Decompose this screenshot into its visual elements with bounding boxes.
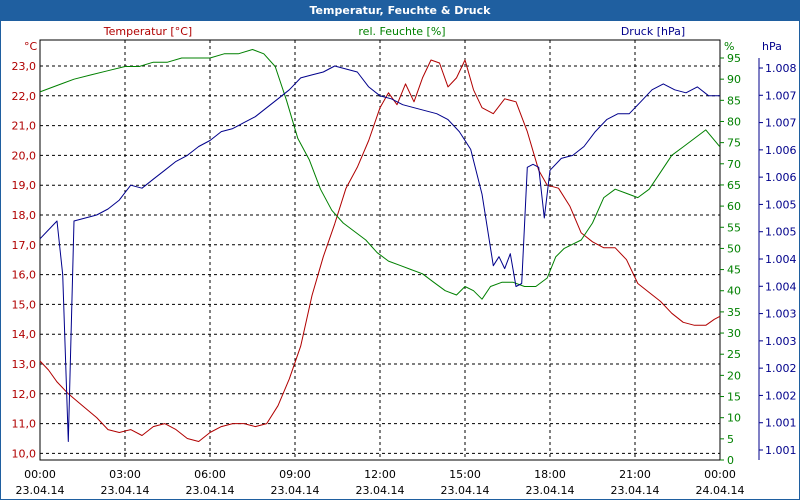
y-tick-humidity: 55 [727,221,741,234]
y-tick-humidity: 80 [727,115,741,128]
pressure-axis-label: Druck [hPa] [621,25,685,38]
y-tick-pressure: 1.006 [765,171,797,184]
humidity-axis-label: rel. Feuchte [%] [358,25,445,38]
x-tick-date: 23.04.14 [526,484,575,497]
y-tick-temperature: 10,0 [12,447,37,460]
y-tick-humidity: 30 [727,327,741,340]
axes [720,57,763,461]
y-tick-humidity: 0 [727,454,734,467]
y-tick-pressure: 1.001 [765,417,797,430]
y-tick-pressure: 1.003 [765,308,797,321]
labels: 00:00 23.04.14 03:00 23.04.14 06:00 23.04.14 0… [12,25,797,497]
x-tick-time: 06:00 [194,468,226,481]
y-tick-humidity: 10 [727,412,741,425]
y-tick-pressure: 1.005 [765,198,797,211]
x-tick-date: 24.04.14 [696,484,745,497]
y-tick-temperature: 11,0 [12,418,37,431]
x-tick-date: 23.04.14 [271,484,320,497]
y-tick-pressure: 1.004 [765,253,797,266]
y-tick-temperature: 15,0 [12,298,37,311]
x-tick-date: 23.04.14 [101,484,150,497]
x-tick-date: 23.04.14 [16,484,65,497]
y-tick-humidity: 50 [727,242,741,255]
temperature-axis-label: Temperatur [°C] [103,25,192,38]
y-tick-temperature: 21,0 [12,120,37,133]
y-tick-temperature: 23,0 [12,60,37,73]
x-tick-time: 12:00 [364,468,396,481]
y-tick-humidity: 45 [727,264,741,277]
y-tick-humidity: 25 [727,348,741,361]
y-tick-humidity: 65 [727,179,741,192]
y-tick-humidity: 5 [727,433,734,446]
y-tick-humidity: 85 [727,94,741,107]
y-tick-temperature: 16,0 [12,269,37,282]
x-tick-time: 00:00 [704,468,736,481]
y-tick-temperature: 20,0 [12,149,37,162]
y-tick-humidity: 20 [727,369,741,382]
x-tick-time: 09:00 [279,468,311,481]
x-tick-date: 23.04.14 [441,484,490,497]
y-tick-humidity: 15 [727,391,741,404]
y-tick-temperature: 13,0 [12,358,37,371]
x-tick-time: 15:00 [449,468,481,481]
chart-title: Temperatur, Feuchte & Druck [1,1,799,21]
y-tick-humidity: 70 [727,158,741,171]
y-tick-temperature: 19,0 [12,179,37,192]
y-tick-temperature: 14,0 [12,328,37,341]
series-line-humidity [39,49,721,300]
y-tick-pressure: 1.004 [765,280,797,293]
y-tick-pressure: 1.003 [765,335,797,348]
humidity-unit: % [724,40,734,53]
y-tick-humidity: 90 [727,73,741,86]
grid [39,39,721,461]
y-tick-temperature: 17,0 [12,239,37,252]
series-line-temperature [39,59,721,442]
y-tick-pressure: 1.008 [765,62,797,75]
y-tick-pressure: 1.007 [765,117,797,130]
x-tick-time: 21:00 [619,468,651,481]
x-tick-date: 23.04.14 [356,484,405,497]
pressure-unit: hPa [762,40,782,53]
y-tick-temperature: 12,0 [12,388,37,401]
y-tick-pressure: 1.002 [765,389,797,402]
y-tick-humidity: 60 [727,200,741,213]
y-tick-humidity: 35 [727,306,741,319]
temperature-unit: °C [24,40,38,53]
y-tick-humidity: 40 [727,285,741,298]
x-tick-time: 18:00 [534,468,566,481]
series-line-pressure [39,65,720,442]
y-tick-pressure: 1.007 [765,89,797,102]
y-tick-humidity: 75 [727,137,741,150]
x-tick-time: 03:00 [109,468,141,481]
y-tick-humidity: 95 [727,52,741,65]
series-group [39,49,721,442]
y-tick-pressure: 1.006 [765,144,797,157]
y-tick-pressure: 1.002 [765,362,797,375]
y-tick-temperature: 22,0 [12,90,37,103]
y-tick-pressure: 1.005 [765,226,797,239]
x-tick-date: 23.04.14 [186,484,235,497]
y-tick-pressure: 1.001 [765,444,797,457]
x-tick-time: 00:00 [24,468,56,481]
y-tick-temperature: 18,0 [12,209,37,222]
x-tick-date: 23.04.14 [611,484,660,497]
